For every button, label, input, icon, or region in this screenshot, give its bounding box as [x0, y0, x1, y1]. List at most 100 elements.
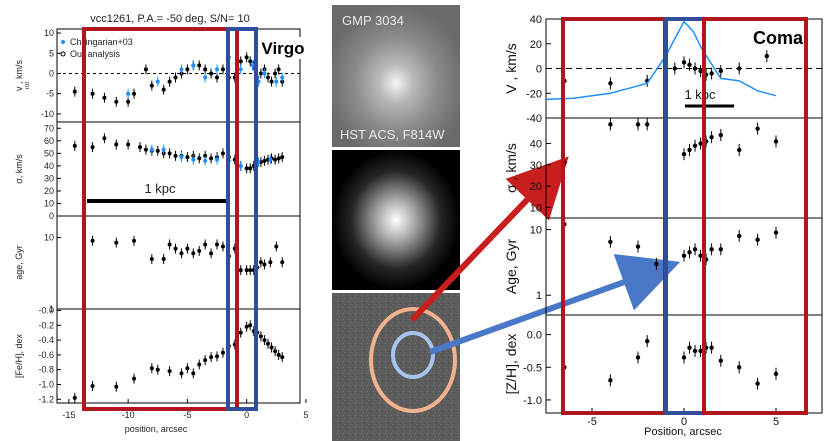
left-point — [220, 151, 225, 156]
right-ylabel: V , km/s — [503, 43, 519, 94]
left-point-blue — [280, 75, 285, 80]
left-point — [132, 238, 137, 243]
right-scale-label: 1 kpc — [684, 87, 716, 102]
left-point — [126, 99, 131, 104]
right-ytick-label: 10 — [530, 202, 542, 214]
right-ytick-label: 20 — [530, 181, 542, 193]
right-ytick-label: 1 — [536, 290, 542, 302]
left-point — [280, 155, 285, 160]
left-point — [273, 71, 278, 76]
left-point — [265, 75, 270, 80]
right-point — [635, 355, 641, 360]
left-point — [273, 157, 278, 162]
right-point — [681, 355, 687, 360]
left-ytick-label: 0 — [49, 211, 54, 221]
right-point — [635, 244, 641, 249]
left-point — [114, 240, 119, 245]
left-point — [161, 87, 166, 92]
left-point — [197, 362, 202, 367]
right-point — [687, 250, 692, 255]
left-point-blue — [191, 157, 196, 162]
right-ytick-label: 40 — [530, 14, 542, 26]
left-point — [238, 59, 243, 64]
right-point — [755, 237, 760, 242]
right-panels: 40 20 0 -20 -40 V , km/s 40 30 20 10 σ , km/s 10 1 Ag… — [503, 14, 823, 428]
right-ytick-label: 30 — [530, 160, 542, 172]
right-point — [692, 247, 698, 252]
left-red-box — [82, 27, 239, 411]
right-red-box — [561, 17, 667, 415]
left-ytick-label: -0.0 — [38, 305, 54, 315]
left-point-blue — [203, 75, 208, 80]
right-ytick-label: 20 — [530, 39, 542, 51]
left-ytick-label: -0.2 — [38, 320, 54, 330]
left-point — [197, 63, 202, 68]
left-point — [248, 59, 253, 64]
right-point — [681, 151, 687, 157]
left-ytick-label: -5 — [46, 89, 54, 99]
right-xtick-label: 0 — [681, 416, 687, 428]
right-ytick-label: 0 — [536, 64, 542, 76]
right-ytick-label: -20 — [526, 88, 542, 100]
left-ytick-label: 10 — [44, 28, 54, 38]
left-point — [161, 257, 166, 262]
left-point — [197, 248, 202, 253]
left-point — [167, 151, 172, 156]
left-point — [149, 257, 154, 262]
left-point — [262, 262, 267, 267]
image-label-top: GMP 3034 — [342, 13, 404, 28]
left-point — [276, 352, 281, 357]
left-point — [72, 395, 77, 400]
left-point — [248, 166, 253, 171]
left-ytick-label: 10 — [44, 233, 54, 243]
left-ylabel-sub: rot — [25, 82, 31, 89]
right-point — [737, 233, 742, 239]
left-point — [90, 91, 95, 96]
left-point — [185, 246, 190, 251]
right-point — [737, 365, 742, 370]
right-point — [698, 141, 703, 146]
left-point — [90, 238, 95, 243]
left-point — [191, 371, 196, 376]
right-ylabel: σ , km/s — [503, 143, 519, 193]
outer-ellipse — [369, 307, 457, 413]
left-point-blue — [238, 163, 243, 168]
left-point-blue — [179, 155, 184, 160]
left-point — [191, 251, 196, 256]
left-point — [258, 71, 263, 76]
virgo-label-bg — [258, 37, 308, 59]
left-ylabel: σ, km/s — [14, 154, 24, 184]
left-ytick-label: 1 — [49, 304, 54, 314]
left-panel-frame — [56, 308, 301, 404]
left-point — [114, 99, 119, 104]
left-point — [114, 142, 119, 147]
right-point — [608, 239, 613, 245]
blue-arrow — [428, 253, 681, 355]
right-point — [764, 53, 769, 59]
left-point — [209, 156, 214, 161]
left-xtick-label: 5 — [303, 410, 308, 420]
left-point — [185, 366, 190, 371]
left-point — [167, 79, 172, 84]
left-point — [173, 75, 178, 80]
left-point — [244, 55, 249, 60]
left-point — [238, 330, 243, 335]
left-point — [248, 323, 253, 328]
image-label-bottom: HST ACS, F814W — [340, 127, 445, 142]
left-point — [244, 166, 249, 171]
left-ytick-label: 70 — [44, 123, 54, 133]
left-point — [274, 244, 279, 249]
right-point — [773, 139, 779, 144]
right-point — [755, 126, 760, 131]
left-point — [268, 260, 273, 265]
right-point — [608, 122, 613, 127]
left-point — [220, 350, 225, 355]
left-point — [173, 246, 178, 251]
right-point — [692, 143, 698, 148]
right-point — [755, 381, 760, 386]
left-point-blue — [215, 157, 220, 162]
left-point — [102, 136, 107, 141]
left-ytick-label: -0.4 — [38, 335, 54, 345]
left-point — [269, 79, 274, 84]
